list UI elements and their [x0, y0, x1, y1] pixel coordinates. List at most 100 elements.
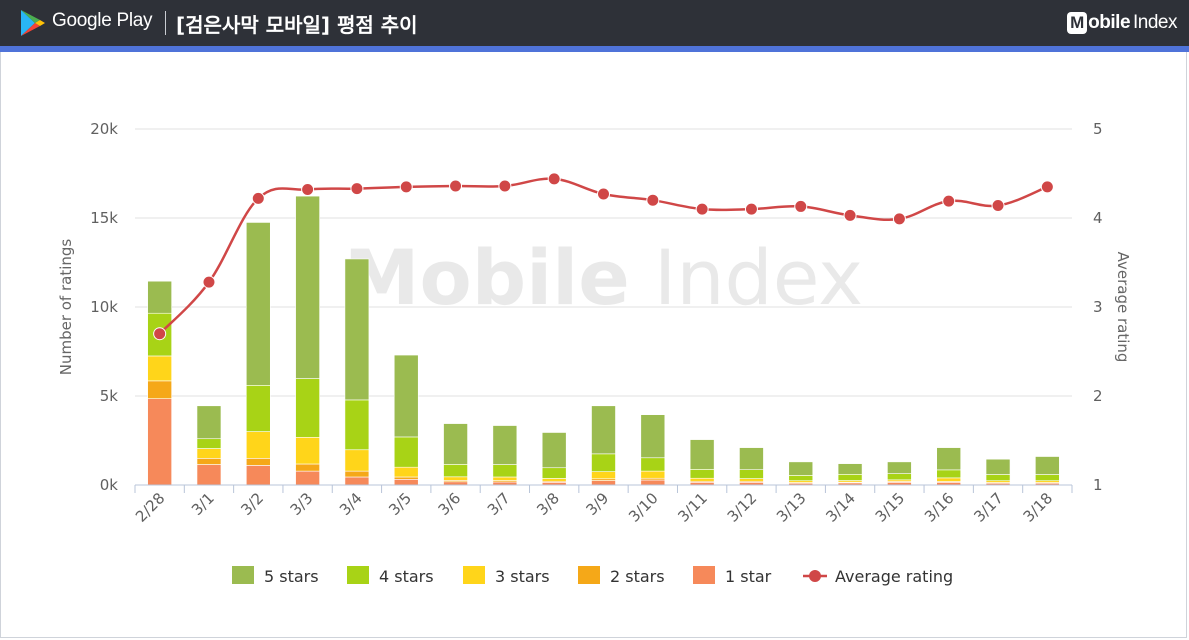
average-rating-point-2-28[interactable] [153, 327, 167, 341]
average-rating-point-3-15[interactable] [892, 212, 906, 226]
bar-2-stars-3-2[interactable] [245, 457, 271, 466]
bar-4-stars-3-1[interactable] [196, 438, 222, 449]
bar-5-stars-3-2[interactable] [245, 222, 271, 386]
average-rating-point-3-10[interactable] [646, 193, 660, 207]
average-rating-point-3-8[interactable] [547, 172, 561, 186]
bar-5-stars-3-8[interactable] [541, 432, 567, 469]
bar-5-stars-3-10[interactable] [640, 414, 666, 459]
bar-5-stars-3-4[interactable] [344, 258, 370, 401]
bar-2-stars-2-28[interactable] [147, 380, 172, 399]
bar-4-stars-2-28[interactable] [147, 312, 172, 357]
bar-3-stars-3-9[interactable] [591, 471, 616, 480]
average-rating-point-3-9[interactable] [597, 187, 610, 201]
average-rating-point-3-12[interactable] [744, 202, 758, 216]
bar-2-stars-3-3[interactable] [295, 463, 320, 472]
bar-3-stars-3-1[interactable] [196, 448, 222, 459]
average-rating-point-3-17[interactable] [991, 199, 1005, 213]
bar-1-star-3-3[interactable] [295, 470, 320, 486]
bar-5-stars-3-15[interactable] [887, 461, 912, 474]
bar-5-stars-3-18[interactable] [1035, 456, 1060, 475]
average-rating-point-3-14[interactable] [843, 208, 857, 222]
legend-item-average-rating[interactable]: Average rating [803, 567, 953, 586]
y-tick-label: 15k [90, 209, 118, 227]
bar-4-stars-3-14[interactable] [837, 474, 863, 481]
bar-4-stars-3-10[interactable] [640, 457, 666, 472]
average-rating-point-3-6[interactable] [449, 179, 463, 193]
bar-1-star-3-4[interactable] [344, 476, 370, 486]
bar-5-stars-3-1[interactable] [196, 405, 222, 440]
bar-4-stars-3-2[interactable] [245, 385, 271, 432]
legend-item-5-stars[interactable]: 5 stars [232, 566, 319, 586]
bar-4-stars-3-17[interactable] [985, 474, 1011, 482]
bar-4-stars-3-12[interactable] [739, 469, 764, 479]
bar-3-stars-3-8[interactable] [541, 478, 567, 482]
bar-4-stars-3-8[interactable] [541, 467, 567, 479]
bar-1-star-3-1[interactable] [196, 464, 222, 486]
bar-4-stars-3-11[interactable] [689, 469, 715, 479]
legend-item-4-stars[interactable]: 4 stars [347, 566, 434, 586]
bar-2-stars-3-1[interactable] [196, 457, 222, 465]
bar-5-stars-3-13[interactable] [788, 461, 814, 476]
legend-item-3-stars[interactable]: 3 stars [463, 566, 550, 586]
bar-3-stars-3-10[interactable] [640, 470, 666, 479]
bar-3-stars-3-6[interactable] [443, 476, 468, 481]
bar-3-stars-3-5[interactable] [393, 466, 419, 478]
bar-5-stars-3-17[interactable] [985, 458, 1011, 475]
logo-wordmark: obile [1088, 12, 1131, 33]
bar-4-stars-3-6[interactable] [443, 464, 468, 478]
bar-5-stars-3-14[interactable] [837, 463, 863, 475]
x-tick-label: 3/1 [188, 489, 218, 519]
bar-4-stars-3-4[interactable] [344, 399, 370, 451]
bar-5-stars-3-3[interactable] [295, 195, 320, 379]
bar-5-stars-3-6[interactable] [443, 423, 468, 465]
bar-4-stars-3-13[interactable] [788, 475, 814, 482]
bar-3-stars-3-16[interactable] [936, 477, 962, 482]
x-tick-label: 3/14 [822, 489, 859, 526]
bar-3-stars-3-3[interactable] [295, 436, 320, 465]
bar-5-stars-3-7[interactable] [492, 425, 518, 465]
bar-4-stars-3-5[interactable] [393, 436, 419, 468]
bar-3-stars-3-12[interactable] [739, 478, 764, 482]
bar-1-star-3-10[interactable] [640, 479, 666, 486]
legend-item-1-star[interactable]: 1 star [693, 566, 772, 586]
title-divider [165, 11, 166, 35]
bar-1-star-3-2[interactable] [245, 465, 271, 486]
average-rating-point-3-18[interactable] [1040, 180, 1054, 194]
bar-5-stars-3-11[interactable] [689, 439, 715, 470]
y2-tick-label: 4 [1093, 209, 1103, 227]
bar-5-stars-3-12[interactable] [739, 447, 764, 470]
bar-3-stars-3-11[interactable] [689, 477, 715, 482]
bar-3-stars-3-2[interactable] [245, 431, 271, 459]
bar-4-stars-3-9[interactable] [591, 453, 616, 472]
bar-1-star-2-28[interactable] [147, 398, 172, 486]
average-rating-point-3-16[interactable] [942, 194, 956, 208]
bar-2-stars-3-4[interactable] [344, 470, 370, 478]
legend-item-2-stars[interactable]: 2 stars [578, 566, 665, 586]
average-rating-point-3-5[interactable] [399, 180, 413, 194]
bar-4-stars-3-18[interactable] [1035, 474, 1060, 482]
average-rating-point-3-11[interactable] [695, 202, 709, 216]
bar-4-stars-3-15[interactable] [887, 473, 912, 481]
bar-4-stars-3-7[interactable] [492, 464, 518, 478]
bar-1-star-3-5[interactable] [393, 479, 419, 486]
bar-5-stars-3-9[interactable] [591, 405, 616, 455]
average-rating-point-3-4[interactable] [350, 182, 364, 196]
bar-4-stars-3-3[interactable] [295, 378, 320, 438]
bar-5-stars-3-16[interactable] [936, 447, 962, 471]
bar-3-stars-3-7[interactable] [492, 476, 518, 481]
y-tick-label: 10k [90, 298, 118, 316]
average-rating-point-3-1[interactable] [202, 275, 216, 289]
legend-label: 1 star [725, 567, 772, 586]
bar-1-star-3-9[interactable] [591, 480, 616, 486]
average-rating-point-3-13[interactable] [794, 199, 808, 213]
bar-5-stars-2-28[interactable] [147, 280, 172, 314]
bar-3-stars-2-28[interactable] [147, 355, 172, 382]
average-rating-point-3-2[interactable] [251, 191, 265, 205]
bar-2-stars-3-5[interactable] [393, 476, 419, 480]
average-rating-point-3-7[interactable] [498, 179, 512, 193]
average-rating-point-3-3[interactable] [301, 183, 315, 197]
bar-4-stars-3-16[interactable] [936, 469, 962, 479]
bar-3-stars-3-4[interactable] [344, 449, 370, 472]
bar-5-stars-3-5[interactable] [393, 354, 419, 438]
